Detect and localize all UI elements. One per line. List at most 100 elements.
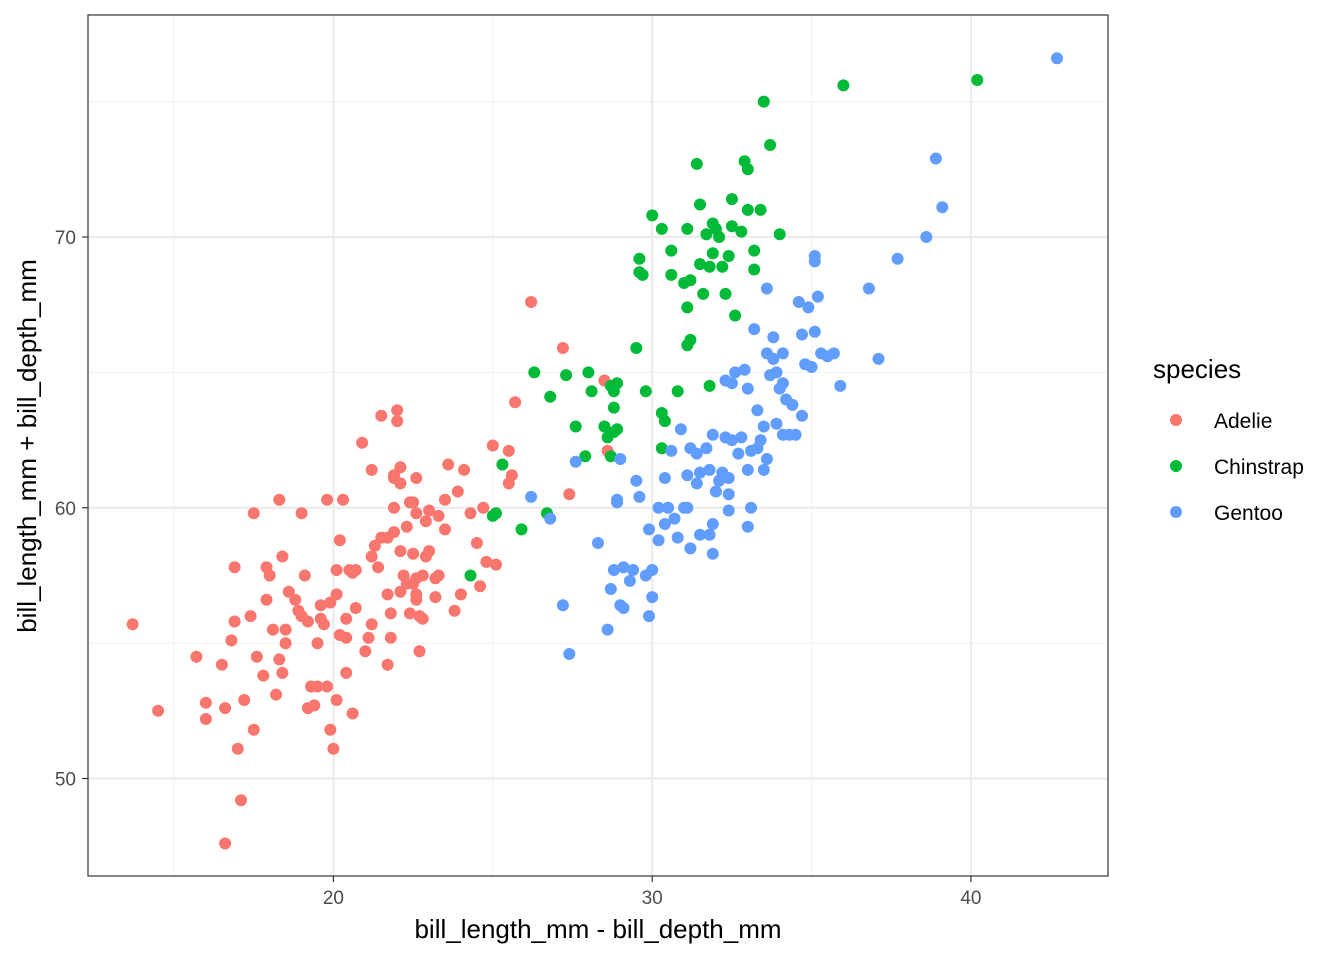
point-adelie [365, 463, 378, 476]
point-adelie [321, 680, 334, 693]
point-chinstrap [681, 222, 694, 235]
point-chinstrap [694, 258, 706, 271]
point-adelie [238, 694, 251, 706]
point-adelie [247, 507, 260, 520]
point-gentoo [729, 366, 742, 379]
point-gentoo [706, 518, 719, 530]
point-chinstrap [722, 250, 735, 262]
point-gentoo [630, 474, 643, 487]
point-gentoo [722, 504, 735, 517]
point-adelie [394, 585, 407, 598]
legend-label-gentoo: Gentoo [1214, 502, 1283, 525]
point-gentoo [741, 382, 754, 395]
point-adelie [324, 723, 337, 736]
point-adelie [419, 550, 432, 563]
point-adelie [372, 561, 385, 574]
point-chinstrap [490, 507, 502, 520]
point-adelie [279, 637, 292, 650]
point-adelie [346, 707, 359, 720]
point-adelie [365, 618, 378, 631]
point-adelie [314, 599, 327, 612]
legend-key-gentoo [1170, 506, 1182, 518]
point-adelie [273, 493, 286, 506]
point-adelie [337, 493, 349, 506]
point-adelie [231, 742, 244, 755]
point-adelie [250, 650, 263, 663]
point-chinstrap [971, 74, 984, 86]
point-chinstrap [658, 415, 671, 428]
point-gentoo [627, 564, 640, 576]
point-gentoo [891, 252, 904, 265]
point-chinstrap [697, 287, 710, 300]
point-chinstrap [741, 203, 754, 216]
point-gentoo [834, 379, 847, 392]
point-gentoo [936, 201, 949, 214]
point-chinstrap [560, 369, 573, 382]
legend-items: Adelie Chinstrap Gentoo [1170, 410, 1304, 525]
point-chinstrap [773, 228, 786, 241]
point-adelie [228, 615, 241, 628]
point-chinstrap [655, 222, 668, 235]
point-gentoo [658, 518, 671, 530]
point-chinstrap [703, 379, 716, 392]
ticks-layer: 20 30 40 50 60 70 [55, 228, 982, 909]
point-adelie [349, 564, 362, 576]
point-adelie [282, 585, 295, 598]
x-tick-label: 20 [323, 888, 344, 909]
point-gentoo [802, 301, 815, 314]
point-adelie [442, 458, 455, 471]
point-gentoo [684, 542, 697, 555]
point-gentoo [643, 610, 655, 623]
point-gentoo [604, 583, 617, 595]
point-adelie [416, 612, 429, 625]
point-adelie [311, 637, 324, 650]
point-adelie [333, 534, 346, 547]
point-adelie [410, 507, 423, 520]
point-adelie [247, 723, 260, 736]
point-gentoo [623, 574, 636, 587]
point-gentoo [872, 352, 885, 365]
point-adelie [480, 555, 493, 568]
point-gentoo [658, 472, 671, 484]
point-adelie [311, 680, 324, 693]
point-chinstrap [655, 442, 668, 455]
y-tick-label: 50 [55, 770, 76, 791]
point-adelie [219, 837, 232, 850]
point-gentoo [719, 374, 732, 387]
point-adelie [219, 702, 232, 715]
point-chinstrap [630, 342, 643, 354]
point-gentoo [592, 537, 604, 549]
point-gentoo [703, 528, 716, 541]
point-gentoo [681, 469, 694, 482]
point-chinstrap [528, 366, 541, 379]
point-gentoo [633, 490, 646, 503]
point-gentoo [611, 493, 624, 506]
plot-panel-border [87, 14, 1109, 877]
legend-label-chinstrap: Chinstrap [1214, 456, 1304, 479]
point-chinstrap [585, 385, 598, 398]
point-chinstrap [604, 450, 617, 463]
point-adelie [407, 496, 420, 509]
point-chinstrap [690, 157, 703, 170]
point-adelie [458, 463, 471, 476]
point-adelie [394, 545, 407, 558]
point-gentoo [694, 466, 706, 479]
legend: species Adelie Chinstrap Gentoo [1153, 354, 1304, 525]
point-adelie [289, 593, 302, 606]
point-gentoo [789, 428, 802, 441]
y-tick-label: 60 [55, 499, 76, 520]
point-adelie [279, 623, 292, 636]
point-chinstrap [706, 247, 719, 260]
point-adelie [451, 485, 464, 498]
point-gentoo [709, 485, 722, 498]
point-adelie [505, 469, 518, 482]
point-chinstrap [754, 203, 767, 216]
legend-label-adelie: Adelie [1214, 410, 1272, 433]
point-chinstrap [607, 401, 620, 414]
point-adelie [295, 507, 308, 520]
point-adelie [126, 618, 139, 631]
point-gentoo [786, 398, 799, 411]
point-gentoo [563, 648, 576, 660]
grid-layer [88, 15, 1108, 876]
